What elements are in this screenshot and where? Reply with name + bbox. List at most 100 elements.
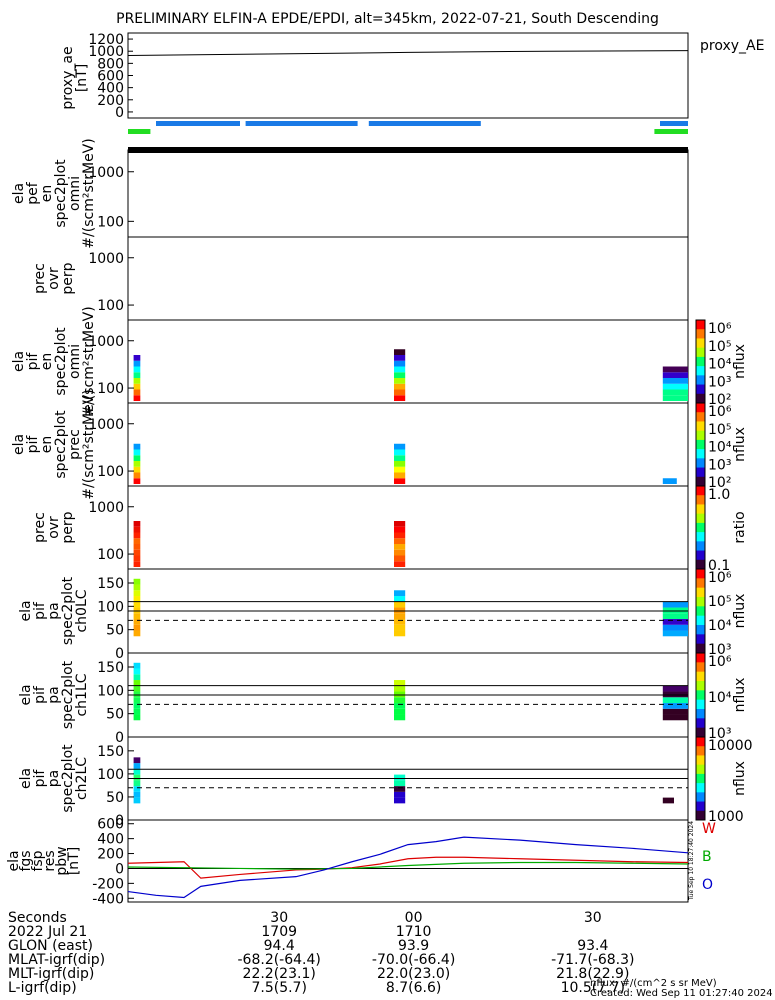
heatmap-cell [133, 757, 141, 764]
colorbar-segment [696, 458, 705, 469]
heatmap-frame [127, 319, 689, 404]
ylabel-line: ch1LC [74, 673, 90, 716]
x-tick-l: 10.5(7.7) [561, 980, 625, 996]
heatmap-cell [662, 624, 688, 631]
colorbar-title: nflux [732, 678, 748, 713]
y-tick-label: 100 [97, 683, 124, 699]
y-tick-label: 800 [97, 56, 124, 72]
y-tick-label: -200 [92, 876, 124, 892]
heatmap-cell [394, 378, 406, 384]
proxy-ae-legend: proxy_AE [700, 38, 764, 54]
heatmap-cell [394, 774, 406, 781]
heatmap-cell [133, 601, 141, 608]
colorbar-title: ratio [732, 511, 748, 543]
heatmap-cell [394, 449, 406, 456]
x-tick-mlt: 22.0(23.0) [377, 966, 450, 982]
heatmap-cell [394, 526, 406, 533]
ylabel-line: proxy_ae [60, 46, 76, 109]
ylabel-line: #/(scm²strMeV) [81, 138, 97, 248]
ylabel-line: ela [11, 351, 27, 372]
colorbar-segment [696, 810, 705, 821]
y-tick-label: 100 [97, 214, 124, 230]
colorbar-segment [696, 606, 705, 617]
colorbar-segment [696, 801, 705, 812]
heatmap-cell [394, 691, 406, 698]
heatmap-cell [394, 455, 406, 461]
side-timestamp-text: Tue Sep 10 18:27:40 2024 [688, 821, 695, 901]
heatmap-cell [662, 797, 674, 804]
fgs-series-O [127, 836, 689, 899]
x-axis-row-label: MLAT-igrf(dip) [8, 952, 105, 968]
ylabel-line: res [42, 850, 58, 871]
heatmap-cell [133, 466, 141, 473]
colorbar-segment [696, 792, 705, 803]
colorbar-segment [696, 504, 705, 515]
heatmap-cell [133, 786, 141, 792]
heatmap-cell [662, 366, 688, 373]
ylabel-line: pa [46, 770, 62, 787]
x-tick-seconds: 30 [270, 910, 288, 926]
colorbar-title: nflux [732, 427, 748, 462]
y-tick-label: 0 [115, 730, 124, 746]
colorbar-segment [696, 384, 705, 395]
fgs-series-B [127, 861, 689, 870]
y-tick-label: 100 [97, 464, 124, 480]
heatmap-cell [394, 360, 406, 367]
x-tick-hhmm: 1709 [261, 924, 297, 940]
heatmap-cell [394, 349, 406, 355]
heatmap-cell [133, 668, 141, 675]
heatmap-cell [394, 549, 406, 556]
ylabel-line: ela [18, 684, 34, 705]
y-tick-label: 0 [115, 861, 124, 877]
heatmap-cell [394, 544, 406, 550]
y-tick-label: 150 [97, 660, 124, 676]
ylabel-line: ela [18, 768, 34, 789]
heatmap-cell [133, 691, 141, 698]
y-tick-label: 200 [97, 847, 124, 863]
colorbar-tick-label: 10⁵ [708, 422, 731, 438]
colorbar-segment [696, 597, 705, 607]
x-tick-glon: 93.4 [577, 938, 608, 954]
colorbar-segment [696, 681, 705, 691]
colorbar-segment [696, 653, 705, 663]
ylabel-line: pbw [54, 846, 70, 875]
heatmap-cell [394, 797, 406, 804]
x-tick-hhmm: 1710 [396, 924, 432, 940]
ylabel-line: prec [32, 512, 48, 543]
heatmap-cell [394, 680, 406, 686]
ylabel-line: en [39, 353, 55, 371]
x-tick-glon: 94.4 [264, 938, 295, 954]
x-tick-mlat: -70.0(-66.4) [372, 952, 455, 968]
ylabel-line: pif [25, 435, 41, 454]
proxy-ae-series [127, 50, 689, 56]
colorbar-tick-label: 10⁶ [708, 654, 732, 670]
y-tick-label: 1000 [88, 165, 124, 181]
x-tick-l: 7.5(5.7) [251, 980, 306, 996]
ylabel-line: spec2plot [53, 327, 69, 396]
heatmap-cell [133, 526, 141, 533]
colorbar-tick-label: 1.0 [708, 487, 730, 503]
heatmap-cell [662, 703, 688, 709]
coverage-bar-blue [245, 121, 358, 126]
fgs-legend-B: B [702, 849, 712, 865]
heatmap-cell [662, 478, 677, 484]
colorbar-tick-label: 10⁴ [708, 618, 732, 634]
heatmap-cell [394, 555, 406, 562]
colorbar-segment [696, 783, 705, 793]
heatmap-frame [127, 402, 689, 487]
heatmap-cell [394, 786, 406, 792]
y-tick-label: 1000 [88, 251, 124, 267]
heatmap-cell [394, 538, 406, 544]
colorbar-segment [696, 569, 705, 579]
coverage-bar-green [654, 129, 688, 134]
x-tick-mlt: 22.2(23.1) [243, 966, 316, 982]
x-tick-seconds: 30 [584, 910, 602, 926]
heatmap-cell [662, 607, 688, 614]
colorbar-segment [696, 347, 705, 358]
heatmap-cell [133, 774, 141, 781]
